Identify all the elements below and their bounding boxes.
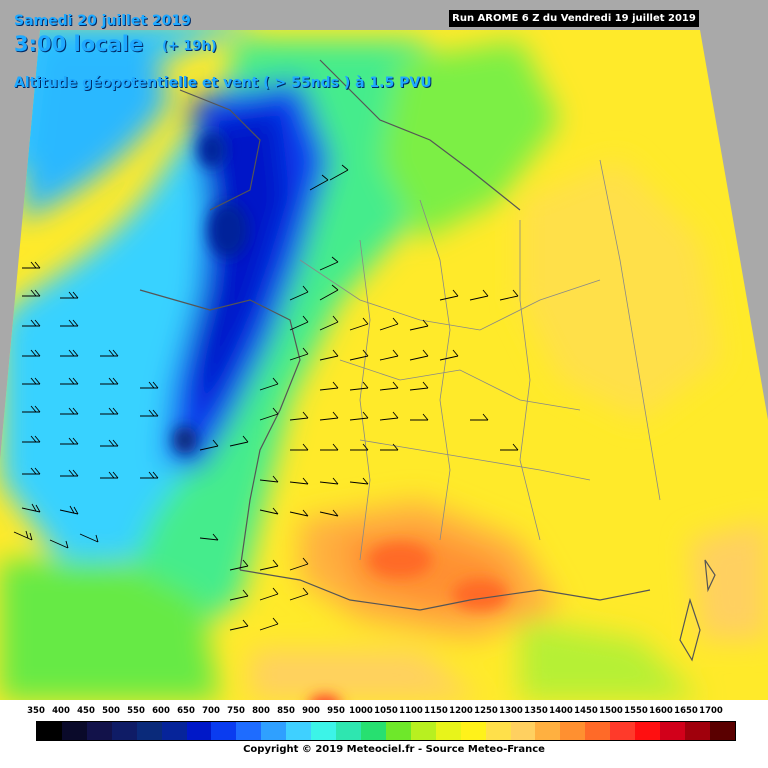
legend-label-900: 900: [302, 706, 320, 716]
legend-swatch-650: [186, 722, 212, 740]
legend-label-1500: 1500: [599, 706, 623, 716]
legend-swatch-1500: [610, 722, 636, 740]
coastlines: [139, 59, 716, 662]
legend-swatch-350: [37, 722, 62, 740]
legend-label-800: 800: [252, 706, 270, 716]
color-scale-bar: [36, 721, 736, 741]
legend-swatch-1050: [385, 722, 411, 740]
legend-swatch-1000: [360, 722, 386, 740]
legend-label-750: 750: [227, 706, 245, 716]
legend-swatch-600: [161, 722, 187, 740]
legend-swatch-1600: [660, 722, 685, 740]
legend-label-1700: 1700: [699, 706, 723, 716]
legend-label-700: 700: [202, 706, 220, 716]
lead-time: (+ 19h): [162, 39, 217, 54]
wind-barbs: [13, 164, 519, 631]
legend-swatch-700: [211, 722, 237, 740]
legend-swatch-1300: [510, 722, 536, 740]
legend-label-1400: 1400: [549, 706, 573, 716]
legend-swatch-1650: [684, 722, 710, 740]
legend-label-1650: 1650: [674, 706, 698, 716]
legend-swatch-750: [236, 722, 262, 740]
legend-label-1250: 1250: [474, 706, 498, 716]
legend-swatch-1150: [435, 722, 461, 740]
legend-label-1550: 1550: [624, 706, 648, 716]
legend-label-950: 950: [327, 706, 345, 716]
legend-swatch-550: [136, 722, 162, 740]
legend-swatch-400: [61, 722, 87, 740]
legend-label-1050: 1050: [374, 706, 398, 716]
copyright-text: Copyright © 2019 Meteociel.fr - Source M…: [243, 744, 545, 755]
legend-swatch-950: [336, 722, 361, 740]
legend-swatch-1550: [635, 722, 661, 740]
parameter-title: Altitude géopotentielle et vent ( > 55nd…: [14, 75, 432, 91]
legend-swatch-800: [261, 722, 287, 740]
valid-time: 3:00 locale: [14, 32, 144, 56]
legend-label-1000: 1000: [349, 706, 373, 716]
legend-swatch-900: [311, 722, 337, 740]
legend-label-1350: 1350: [524, 706, 548, 716]
legend-label-1100: 1100: [399, 706, 423, 716]
legend-label-1600: 1600: [649, 706, 673, 716]
legend-label-1200: 1200: [449, 706, 473, 716]
legend-swatch-850: [286, 722, 312, 740]
height-field-cores: [173, 132, 508, 700]
legend-label-450: 450: [77, 706, 95, 716]
legend-swatch-1400: [560, 722, 586, 740]
run-info-banner: Run AROME 6 Z du Vendredi 19 juillet 201…: [449, 10, 699, 27]
legend-swatch-1100: [410, 722, 436, 740]
legend-swatch-450: [86, 722, 112, 740]
region-borders: [299, 159, 661, 561]
legend-label-850: 850: [277, 706, 295, 716]
legend-swatch-1200: [460, 722, 486, 740]
legend-label-550: 550: [127, 706, 145, 716]
valid-date: Samedi 20 juillet 2019: [14, 13, 191, 29]
legend-label-350: 350: [27, 706, 45, 716]
height-field-blobs: [0, 30, 768, 700]
legend-label-1300: 1300: [499, 706, 523, 716]
legend-label-500: 500: [102, 706, 120, 716]
legend-label-1450: 1450: [574, 706, 598, 716]
legend-labels: 350 400 450 500 550 600 650 700 750 800 850 900 950 1…: [26, 706, 726, 718]
legend-swatch-500: [111, 722, 137, 740]
legend-swatch-1250: [485, 722, 511, 740]
legend-label-650: 650: [177, 706, 195, 716]
legend-label-1150: 1150: [424, 706, 448, 716]
legend-swatch-1450: [585, 722, 611, 740]
legend-swatch-1700: [709, 722, 735, 740]
legend-label-400: 400: [52, 706, 70, 716]
legend-swatch-1350: [535, 722, 561, 740]
legend-label-600: 600: [152, 706, 170, 716]
